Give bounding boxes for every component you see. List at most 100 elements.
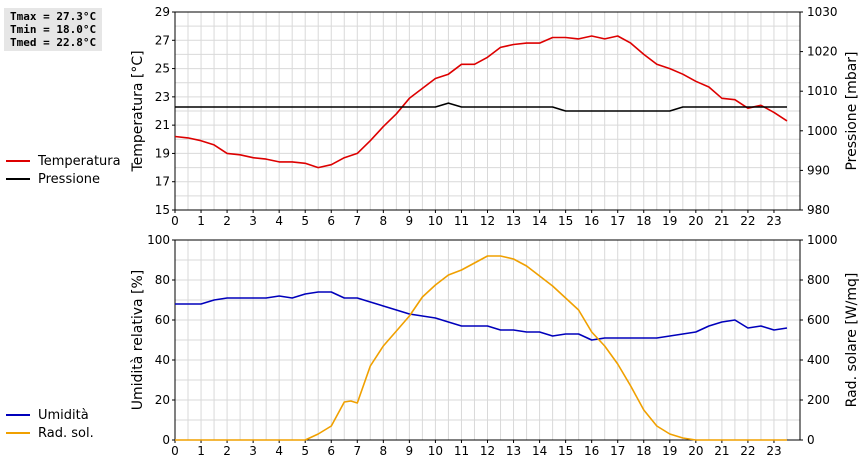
x-tick-label: 12 <box>480 214 495 228</box>
y-tick-label: 20 <box>155 393 170 407</box>
series-umidita-line <box>175 291 788 341</box>
x-tick-label: 6 <box>327 214 335 228</box>
x-tick-label: 10 <box>428 444 443 458</box>
x-tick-label: 13 <box>506 214 521 228</box>
legend-label-radsol: Rad. sol. <box>38 425 94 441</box>
y2-tick-label: 990 <box>807 163 830 177</box>
temperatura-swatch <box>6 160 30 162</box>
chart-1: 0 1 2 3 4 5 6 7 8 9 10 11 12 13 14 15 16 17 18 19 20 21 22 2315… <box>130 5 860 228</box>
y2-axis-label: Rad. solare [W/mq] <box>844 273 860 408</box>
legend-item-umidita: Umidità <box>6 406 94 424</box>
y2-tick-label: 1000 <box>807 233 838 247</box>
x-tick-label: 1 <box>197 444 205 458</box>
y2-tick-label: 0 <box>807 433 815 447</box>
x-tick-label: 17 <box>610 444 625 458</box>
x-tick-label: 17 <box>610 214 625 228</box>
x-tick-label: 11 <box>454 214 469 228</box>
x-tick-label: 8 <box>380 214 388 228</box>
pressione-swatch <box>6 178 30 180</box>
x-tick-label: 4 <box>275 214 283 228</box>
legend-label-temperatura: Temperatura <box>38 153 121 169</box>
x-tick-label: 3 <box>249 214 257 228</box>
y-tick-label: 100 <box>147 233 170 247</box>
legend-top: Temperatura Pressione <box>6 152 121 188</box>
x-tick-label: 22 <box>740 444 755 458</box>
x-tick-label: 21 <box>714 444 729 458</box>
series-temperatura-line <box>174 35 788 169</box>
x-tick-label: 9 <box>406 214 414 228</box>
y2-axis-label: Pressione [mbar] <box>844 51 860 170</box>
x-tick-label: 15 <box>558 444 573 458</box>
y-tick-label: 29 <box>155 5 170 19</box>
x-tick-label: 2 <box>223 444 231 458</box>
x-tick-label: 9 <box>406 444 414 458</box>
x-tick-label: 5 <box>301 214 309 228</box>
x-tick-label: 6 <box>327 444 335 458</box>
y2-tick-label: 200 <box>807 393 830 407</box>
x-tick-label: 11 <box>454 444 469 458</box>
x-tick-label: 16 <box>584 214 599 228</box>
x-tick-label: 0 <box>171 214 179 228</box>
x-tick-label: 20 <box>688 444 703 458</box>
x-tick-label: 23 <box>766 214 781 228</box>
series-pressione-line <box>175 102 787 112</box>
tmed-stat: Tmed = 22.8°C <box>10 36 97 49</box>
x-tick-label: 7 <box>353 444 361 458</box>
x-tick-label: 7 <box>353 214 361 228</box>
y-tick-label: 0 <box>162 433 170 447</box>
y-tick-label: 23 <box>155 90 170 104</box>
x-tick-label: 22 <box>740 214 755 228</box>
x-tick-label: 19 <box>662 444 677 458</box>
legend-label-umidita: Umidità <box>38 407 89 423</box>
x-tick-label: 2 <box>223 214 231 228</box>
x-tick-label: 10 <box>428 214 443 228</box>
x-tick-label: 18 <box>636 444 651 458</box>
x-tick-label: 18 <box>636 214 651 228</box>
x-tick-label: 8 <box>380 444 388 458</box>
y2-tick-label: 1030 <box>807 5 838 19</box>
x-tick-label: 16 <box>584 444 599 458</box>
y-tick-label: 27 <box>155 33 170 47</box>
stats-box: Tmax = 27.3°C Tmin = 18.0°C Tmed = 22.8°… <box>4 8 103 51</box>
y2-tick-label: 1000 <box>807 124 838 138</box>
x-tick-label: 0 <box>171 444 179 458</box>
y2-tick-label: 600 <box>807 313 830 327</box>
y-tick-label: 15 <box>155 203 170 217</box>
y-tick-label: 60 <box>155 313 170 327</box>
y-axis-label: Temperatura [°C] <box>130 50 146 172</box>
y-tick-label: 21 <box>155 118 170 132</box>
legend-label-pressione: Pressione <box>38 171 101 187</box>
y-tick-label: 25 <box>155 62 170 76</box>
y2-tick-label: 1020 <box>807 45 838 59</box>
x-tick-label: 12 <box>480 444 495 458</box>
x-tick-label: 3 <box>249 444 257 458</box>
tmax-stat: Tmax = 27.3°C <box>10 10 97 23</box>
grid <box>175 12 800 210</box>
y-tick-label: 19 <box>155 146 170 160</box>
x-tick-label: 14 <box>532 444 547 458</box>
y-tick-label: 40 <box>155 353 170 367</box>
grid <box>175 240 800 440</box>
x-tick-label: 1 <box>197 214 205 228</box>
legend-item-pressione: Pressione <box>6 170 121 188</box>
legend-item-temperatura: Temperatura <box>6 152 121 170</box>
radsol-swatch <box>6 432 30 434</box>
x-tick-label: 23 <box>766 444 781 458</box>
x-tick-label: 13 <box>506 444 521 458</box>
umidita-swatch <box>6 414 30 416</box>
y2-tick-label: 980 <box>807 203 830 217</box>
tmin-stat: Tmin = 18.0°C <box>10 23 97 36</box>
legend-item-radsol: Rad. sol. <box>6 424 94 442</box>
x-tick-label: 14 <box>532 214 547 228</box>
y2-tick-label: 400 <box>807 353 830 367</box>
y2-tick-label: 800 <box>807 273 830 287</box>
x-tick-label: 21 <box>714 214 729 228</box>
y2-tick-label: 1010 <box>807 84 838 98</box>
x-tick-label: 4 <box>275 444 283 458</box>
x-tick-label: 15 <box>558 214 573 228</box>
x-tick-label: 5 <box>301 444 309 458</box>
chart-2: 0 1 2 3 4 5 6 7 8 9 10 11 12 13 14 15 16 17 18 19 20 21 22 2302… <box>130 233 860 458</box>
series-rad-sol-line <box>175 255 787 441</box>
x-tick-label: 19 <box>662 214 677 228</box>
